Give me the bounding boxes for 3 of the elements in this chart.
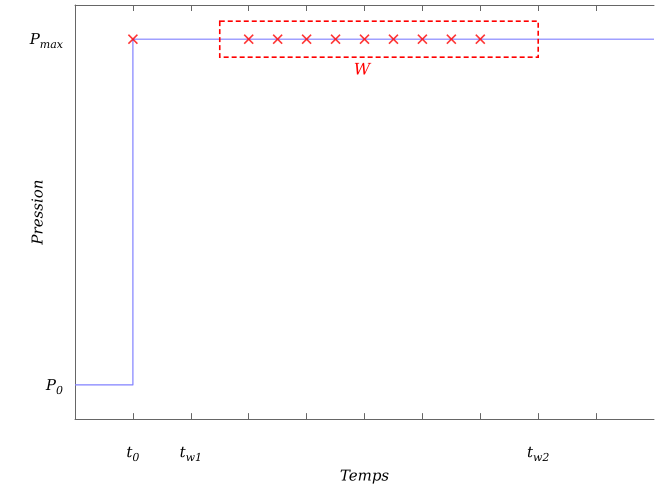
y-axis-title: Pression [28,180,46,246]
annotation: W [354,60,372,79]
x-axis-title: Temps [340,466,390,484]
